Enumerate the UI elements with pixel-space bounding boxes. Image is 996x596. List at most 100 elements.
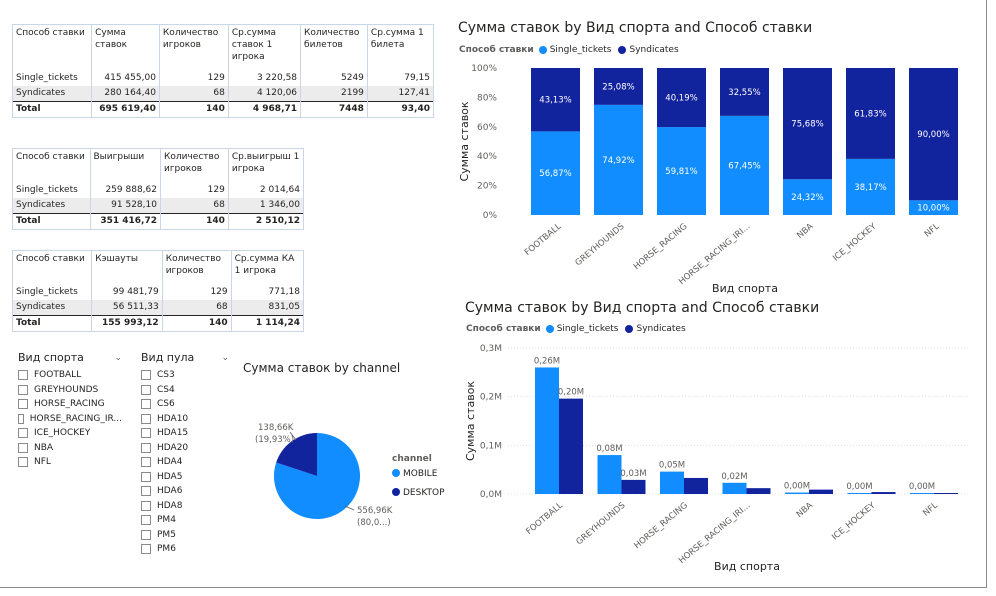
column-header[interactable]: Способ ставки xyxy=(11,24,92,71)
sport-slicer-item[interactable]: ICE_HOCKEY xyxy=(18,426,122,441)
legend-title: Способ ставки xyxy=(459,45,534,55)
checkbox-icon[interactable] xyxy=(18,413,24,424)
column-header[interactable]: Способ ставки xyxy=(11,250,92,285)
chevron-down-icon[interactable]: ⌄ xyxy=(114,352,122,363)
checkbox-icon[interactable] xyxy=(18,457,28,468)
total-row: Total 155 993,12 140 1 114,24 xyxy=(11,315,305,332)
checkbox-icon[interactable] xyxy=(18,370,28,381)
pool-slicer-item[interactable]: CS3 xyxy=(141,368,229,383)
clustered-bar-chart: 0,0M 0,1M 0,2M 0,3M 0,26M 0,20M FOOTBALL 0,08M 0… xyxy=(464,344,970,573)
column-header[interactable]: Способ ставки xyxy=(12,148,90,183)
checkbox-icon[interactable] xyxy=(18,428,28,439)
checkbox-icon[interactable] xyxy=(141,515,151,526)
checkbox-icon[interactable] xyxy=(18,442,28,453)
pool-slicer-item-label: HDA8 xyxy=(157,500,183,511)
checkbox-icon[interactable] xyxy=(141,370,151,381)
checkbox-icon[interactable] xyxy=(18,399,28,410)
table-cell: 129 xyxy=(159,183,229,198)
clustered-chart-title: Сумма ставок by Вид спорта and Способ ст… xyxy=(465,300,820,316)
y-tick-label: 0,2M xyxy=(480,393,502,403)
table-cell: 140 xyxy=(158,101,229,118)
column-header[interactable]: Количество игроков xyxy=(158,24,229,71)
table-cell: 99 481,79 xyxy=(91,285,163,300)
sport-slicer-item[interactable]: NFL xyxy=(18,455,122,470)
data-label: 138,66K xyxy=(258,423,294,433)
column-header[interactable]: Ср.сумма ставок 1 игрока xyxy=(227,24,301,71)
data-label: (80,0...) xyxy=(357,518,391,528)
pool-slicer-item[interactable]: HDA20 xyxy=(141,441,229,456)
pool-slicer-item[interactable]: HDA6 xyxy=(141,484,229,499)
stacked-chart-legend: Способ ставки Single_tickets Syndicates xyxy=(459,45,686,55)
sport-slicer-item-label: ICE_HOCKEY xyxy=(34,428,91,439)
pool-slicer-item[interactable]: HDA5 xyxy=(141,470,229,485)
data-label: 90,00% xyxy=(917,130,949,140)
data-label: (19,93%) xyxy=(255,435,294,445)
column-header[interactable]: Количество игроков xyxy=(161,250,232,285)
table-cell: 140 xyxy=(161,315,232,332)
sport-slicer-item[interactable]: FOOTBALL xyxy=(18,368,122,383)
x-tick-label: HORSE_RACING xyxy=(632,222,689,272)
table-cell: 140 xyxy=(159,213,229,230)
checkbox-icon[interactable] xyxy=(141,413,151,424)
data-label: 0,05M xyxy=(659,461,685,471)
checkbox-icon[interactable] xyxy=(141,442,151,453)
pool-slicer-item[interactable]: HDA4 xyxy=(141,455,229,470)
pool-slicer-item[interactable]: PM6 xyxy=(141,542,229,557)
checkbox-icon[interactable] xyxy=(141,399,151,410)
y-tick-label: 60% xyxy=(477,123,497,133)
legend-syndicates-icon xyxy=(625,325,634,333)
legend-syndicates-label: Syndicates xyxy=(629,45,679,55)
checkbox-icon[interactable] xyxy=(141,384,151,395)
table-cell: 5249 xyxy=(300,71,368,86)
sport-slicer-item[interactable]: HORSE_RACING_IR... xyxy=(18,412,122,427)
checkbox-icon[interactable] xyxy=(141,428,151,439)
checkbox-icon[interactable] xyxy=(141,457,151,468)
sport-slicer-item-label: GREYHOUNDS xyxy=(34,384,99,395)
leader-line xyxy=(289,431,297,441)
bar-syndicates xyxy=(657,68,706,128)
column-header[interactable]: Ср.сумма КА 1 игрока xyxy=(230,250,305,285)
column-header[interactable]: Сумма ставок xyxy=(91,24,160,71)
chevron-down-icon[interactable]: ⌄ xyxy=(221,352,229,363)
data-label: 0,00M xyxy=(909,482,935,492)
bar-single-tickets xyxy=(846,158,895,215)
column-header[interactable]: Выигрыши xyxy=(89,148,161,183)
data-label: 10,00% xyxy=(917,204,949,214)
pool-slicer-item-label: HDA10 xyxy=(157,413,189,424)
sport-slicer-item[interactable]: GREYHOUNDS xyxy=(18,383,122,398)
pool-slicer-item[interactable]: CS6 xyxy=(141,397,229,412)
x-tick-label: FOOTBALL xyxy=(523,221,564,257)
table-cell: 351 416,72 xyxy=(89,213,161,230)
pool-slicer-item[interactable]: CS4 xyxy=(141,383,229,398)
column-header[interactable]: Количество игроков xyxy=(159,148,229,183)
bar-single-tickets xyxy=(847,493,872,494)
checkbox-icon[interactable] xyxy=(141,486,151,497)
bar-single-tickets xyxy=(720,115,769,215)
table-cell: 280 164,40 xyxy=(91,86,160,102)
pool-slicer-item[interactable]: HDA10 xyxy=(141,412,229,427)
checkbox-icon[interactable] xyxy=(18,384,28,395)
channel-pie-chart: 556,96K (80,0...) 138,66K (19,93%) channel MO… xyxy=(255,423,445,528)
checkbox-icon[interactable] xyxy=(141,500,151,511)
data-label: 0,26M xyxy=(534,356,560,366)
table-cell: 2 510,12 xyxy=(227,213,305,230)
column-header[interactable]: Кэшауты xyxy=(91,250,163,285)
bar-syndicates xyxy=(909,68,958,201)
checkbox-icon[interactable] xyxy=(141,471,151,482)
column-header[interactable]: Ср.сумма 1 билета xyxy=(366,24,435,71)
column-header[interactable]: Ср.выигрыш 1 игрока xyxy=(227,148,305,183)
pool-slicer-item[interactable]: PM5 xyxy=(141,528,229,543)
legend-single-icon xyxy=(545,325,554,333)
data-label: 74,92% xyxy=(602,156,634,166)
sport-slicer-item[interactable]: HORSE_RACING xyxy=(18,397,122,412)
pool-slicer-item[interactable]: HDA15 xyxy=(141,426,229,441)
bar-syndicates xyxy=(846,68,895,159)
pool-slicer-item[interactable]: HDA8 xyxy=(141,499,229,514)
checkbox-icon[interactable] xyxy=(141,529,151,540)
checkbox-icon[interactable] xyxy=(141,544,151,555)
sport-slicer-item[interactable]: NBA xyxy=(18,441,122,456)
column-header[interactable]: Количество билетов xyxy=(300,24,368,71)
pool-slicer-item[interactable]: PM4 xyxy=(141,513,229,528)
bar-syndicates xyxy=(783,68,832,180)
table-cell: 127,41 xyxy=(366,86,435,102)
